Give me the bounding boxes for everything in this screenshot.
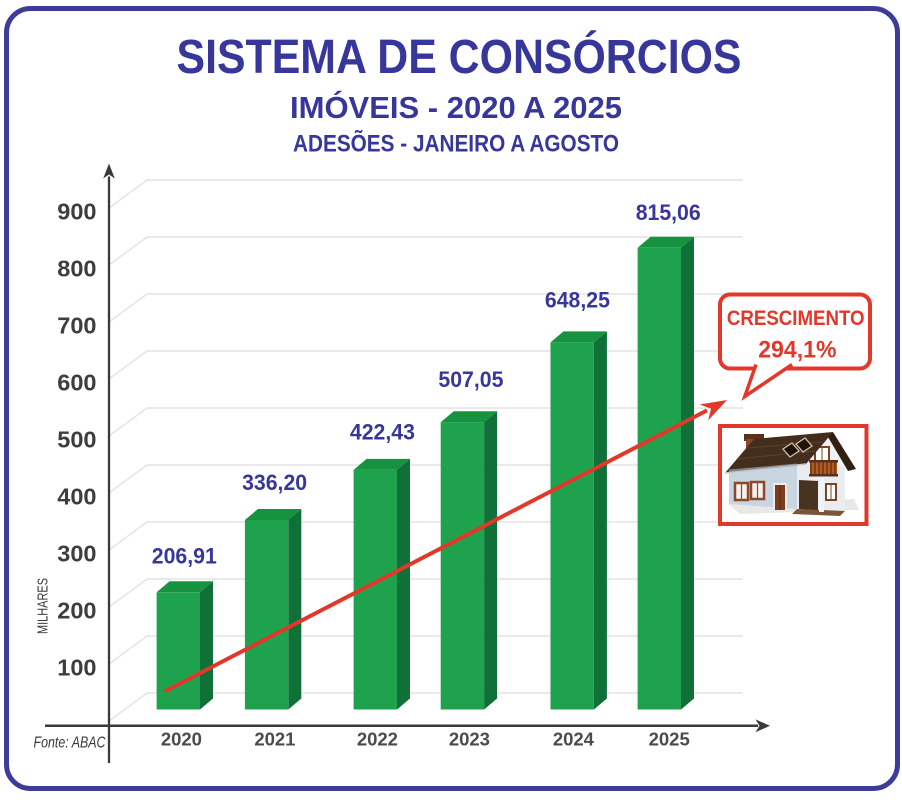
svg-text:507,05: 507,05	[438, 367, 503, 392]
svg-text:648,25: 648,25	[545, 287, 610, 312]
svg-text:2025: 2025	[649, 729, 690, 750]
svg-text:800: 800	[57, 256, 96, 282]
svg-text:2020: 2020	[161, 729, 202, 750]
svg-text:206,91: 206,91	[152, 544, 217, 569]
svg-text:2022: 2022	[357, 729, 398, 750]
svg-text:300: 300	[57, 541, 96, 567]
svg-text:200: 200	[57, 598, 96, 624]
svg-text:SISTEMA DE CONSÓRCIOS: SISTEMA DE CONSÓRCIOS	[177, 29, 742, 84]
svg-text:Fonte: ABAC: Fonte: ABAC	[34, 735, 106, 752]
svg-text:700: 700	[57, 313, 96, 339]
svg-text:600: 600	[57, 370, 96, 396]
svg-text:ADESÕES - JANEIRO A AGOSTO: ADESÕES - JANEIRO A AGOSTO	[293, 130, 619, 158]
svg-text:IMÓVEIS - 2020 A 2025: IMÓVEIS - 2020 A 2025	[290, 89, 622, 125]
svg-text:400: 400	[57, 484, 96, 510]
svg-text:CRESCIMENTO: CRESCIMENTO	[727, 307, 865, 330]
svg-text:815,06: 815,06	[636, 200, 701, 225]
svg-text:336,20: 336,20	[242, 470, 307, 495]
svg-text:500: 500	[57, 427, 96, 453]
svg-text:2024: 2024	[553, 729, 595, 750]
svg-text:294,1%: 294,1%	[758, 336, 836, 363]
svg-text:100: 100	[57, 655, 96, 681]
svg-text:2021: 2021	[254, 729, 295, 750]
svg-text:2023: 2023	[449, 729, 490, 750]
svg-text:MILHARES: MILHARES	[34, 578, 51, 634]
svg-text:422,43: 422,43	[350, 419, 415, 444]
svg-text:900: 900	[57, 199, 96, 225]
